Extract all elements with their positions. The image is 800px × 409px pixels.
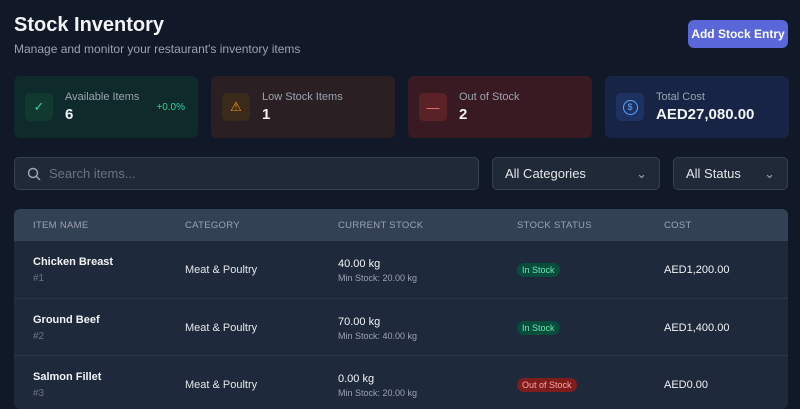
card-value: AED27,080.00 [656, 106, 755, 123]
status-select-value: All Status [686, 166, 741, 181]
status-badge: In Stock [517, 263, 560, 277]
search-input[interactable] [49, 166, 449, 181]
column-header[interactable]: STOCK STATUS [517, 220, 592, 231]
dollar-icon: $ [616, 93, 644, 121]
item-cost: AED1,400.00 [664, 321, 730, 334]
status-badge: Out of Stock [517, 378, 577, 392]
item-id: #1 [33, 273, 45, 284]
status-select[interactable]: All Status ⌄ [673, 157, 788, 190]
add-stock-entry-button[interactable]: Add Stock Entry [688, 20, 788, 48]
card-label: Low Stock Items [262, 91, 343, 103]
item-cost: AED1,200.00 [664, 264, 730, 276]
item-id: #3 [33, 388, 45, 399]
status-badge: In Stock [517, 320, 560, 335]
card-label: Out of Stock [459, 91, 520, 103]
search-icon [27, 167, 41, 181]
item-name: Salmon Fillet [33, 371, 102, 383]
column-header[interactable]: CATEGORY [185, 220, 240, 231]
current-stock: 0.00 kg [338, 373, 375, 385]
chevron-down-icon: ⌄ [764, 165, 775, 181]
page-title: Stock Inventory [14, 14, 165, 36]
card-low-stock: ⚠ Low Stock Items 1 [211, 76, 395, 138]
current-stock: 70.00 kg [338, 315, 381, 328]
item-cost: AED0.00 [664, 379, 709, 391]
item-name: Chicken Breast [33, 256, 114, 268]
min-stock: Min Stock: 20.00 kg [338, 388, 418, 398]
category-select[interactable]: All Categories ⌄ [492, 157, 660, 190]
category-select-value: All Categories [505, 166, 586, 181]
item-id: #2 [33, 330, 45, 342]
chevron-down-icon: ⌄ [636, 165, 647, 181]
table-row[interactable]: Salmon Fillet #3 Meat & Poultry 0.00 kg … [14, 356, 788, 409]
min-stock: Min Stock: 20.00 kg [338, 273, 418, 283]
min-stock: Min Stock: 40.00 kg [338, 330, 418, 341]
warning-icon: ⚠ [222, 93, 250, 121]
check-icon: ✓ [25, 93, 53, 121]
table-header: ITEM NAME CATEGORY CURRENT STOCK STOCK S… [14, 209, 788, 241]
column-header[interactable]: CURRENT STOCK [338, 220, 424, 231]
inventory-table: ITEM NAME CATEGORY CURRENT STOCK STOCK S… [14, 209, 788, 409]
item-category: Meat & Poultry [185, 264, 258, 276]
card-available-items: ✓ Available Items 6 +0.0% [14, 76, 198, 138]
card-value: 6 [65, 106, 74, 123]
card-total-cost: $ Total Cost AED27,080.00 [605, 76, 789, 138]
card-change: +0.0% [156, 102, 185, 113]
card-label: Total Cost [656, 91, 705, 103]
card-out-of-stock: — Out of Stock 2 [408, 76, 592, 138]
item-name: Ground Beef [33, 313, 100, 326]
search-box[interactable] [14, 157, 479, 190]
minus-icon: — [419, 93, 447, 121]
column-header[interactable]: ITEM NAME [33, 220, 89, 231]
table-row[interactable]: Chicken Breast #1 Meat & Poultry 40.00 k… [14, 241, 788, 299]
item-category: Meat & Poultry [185, 379, 258, 391]
item-category: Meat & Poultry [185, 321, 258, 334]
page-subtitle: Manage and monitor your restaurant's inv… [14, 42, 301, 56]
card-value: 2 [459, 106, 468, 123]
card-label: Available Items [65, 91, 140, 103]
card-value: 1 [262, 106, 271, 123]
column-header[interactable]: COST [664, 220, 692, 231]
current-stock: 40.00 kg [338, 258, 381, 270]
table-row[interactable]: Ground Beef #2 Meat & Poultry 70.00 kg M… [14, 299, 788, 356]
